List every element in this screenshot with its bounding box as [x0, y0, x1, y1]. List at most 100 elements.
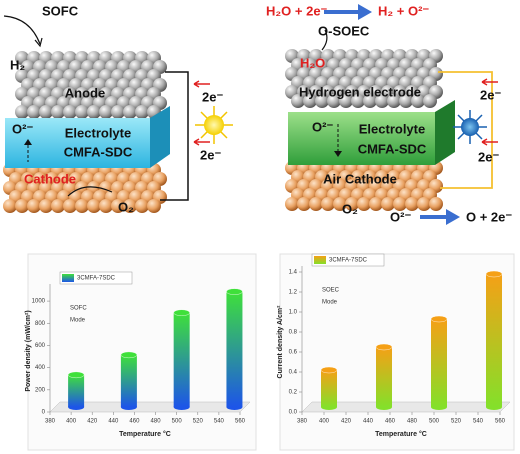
label: Electrolyte	[65, 125, 131, 140]
y-tick-label: 1.2	[289, 290, 298, 296]
x-tick-label: 540	[473, 419, 484, 425]
sphere	[75, 105, 89, 119]
annotation: Mode	[322, 300, 338, 306]
label: H₂	[10, 57, 25, 72]
x-tick-label: 500	[172, 419, 183, 425]
x-tick-label: 420	[341, 419, 352, 425]
sphere	[333, 197, 347, 211]
x-tick-label: 560	[495, 419, 506, 425]
label: CMFA-SDC	[64, 144, 133, 159]
sphere	[357, 197, 371, 211]
sphere-layers	[3, 49, 443, 213]
sphere	[321, 197, 335, 211]
sphere	[405, 197, 419, 211]
electrolyte-slab	[288, 112, 435, 165]
sphere	[39, 105, 53, 119]
label: O-SOEC	[318, 23, 370, 38]
sphere	[75, 199, 89, 213]
sphere	[381, 197, 395, 211]
label: SOFC	[42, 3, 79, 18]
x-axis-title: Temperature °C	[375, 430, 427, 438]
sphere	[291, 94, 305, 108]
label: Anode	[65, 85, 105, 100]
electron-arrow	[193, 80, 210, 88]
x-tick-label: 520	[451, 419, 462, 425]
chart: 0.0 0.2 0.4 0.6 0.8 1.0 1.2 1.4 380 400 420 440 460 4…	[277, 253, 515, 451]
x-axis-title: Temperature °C	[119, 430, 171, 438]
y-tick-label: 0.0	[289, 410, 298, 416]
sphere	[3, 199, 17, 213]
soec-diagram: H₂O + 2e⁻ H₂ + O²⁻ O-SOEC H₂O Hydrogen e…	[266, 3, 512, 225]
sphere	[363, 94, 377, 108]
sphere	[297, 197, 311, 211]
sphere	[39, 199, 53, 213]
sphere	[393, 197, 407, 211]
sun-icon	[461, 118, 479, 136]
bar	[226, 291, 243, 407]
bar-cap	[226, 288, 243, 295]
sphere	[99, 199, 113, 213]
sphere	[111, 199, 125, 213]
bar-cap	[320, 366, 338, 374]
circuit-wire	[160, 71, 189, 201]
arrow	[321, 29, 328, 51]
label: H₂O + 2e⁻	[266, 3, 328, 18]
ion-arrow-head	[24, 139, 32, 145]
sphere	[99, 105, 113, 119]
bar	[431, 319, 447, 407]
label: O₂	[342, 201, 358, 216]
annotation: SOFC	[70, 306, 87, 312]
x-tick-label: 400	[319, 419, 330, 425]
y-tick-label: 0	[42, 410, 46, 416]
bar	[376, 347, 392, 407]
ion-arrow-head	[334, 151, 342, 157]
bar-cap	[173, 309, 190, 316]
x-tick-label: 440	[363, 419, 374, 425]
electrolyte-side	[435, 100, 455, 165]
sphere	[309, 197, 323, 211]
y-tick-label: 600	[35, 343, 46, 349]
sphere	[27, 199, 41, 213]
label: O²⁻	[390, 209, 411, 224]
y-tick-label: 800	[35, 321, 46, 327]
sphere	[315, 94, 329, 108]
x-tick-label: 500	[429, 419, 440, 425]
sphere	[87, 199, 101, 213]
x-tick-label: 520	[193, 419, 204, 425]
sphere	[147, 199, 161, 213]
annotation: Mode	[70, 318, 86, 324]
sphere	[135, 105, 149, 119]
arrow	[67, 186, 113, 197]
x-tick-label: 420	[87, 419, 98, 425]
y-tick-label: 1.4	[289, 270, 298, 276]
sphere	[27, 105, 41, 119]
x-tick-label: 380	[297, 419, 308, 425]
sphere	[375, 94, 389, 108]
legend-swatch	[62, 274, 74, 282]
x-tick-label: 460	[129, 419, 140, 425]
y-tick-label: 0.4	[289, 370, 298, 376]
bar-cap	[67, 371, 85, 379]
sphere	[429, 197, 443, 211]
sphere	[417, 197, 431, 211]
bar	[120, 354, 137, 407]
sphere	[369, 197, 383, 211]
sphere	[63, 199, 77, 213]
x-tick-label: 440	[108, 419, 119, 425]
label: 2e⁻	[200, 147, 221, 162]
y-tick-label: 1000	[32, 299, 46, 305]
bar-cap	[120, 351, 138, 359]
y-tick-label: 0.2	[289, 390, 298, 396]
arrow	[324, 4, 372, 20]
arrow-head	[34, 37, 43, 48]
x-tick-label: 540	[214, 419, 225, 425]
legend-box	[59, 271, 133, 285]
legend-box	[311, 253, 385, 267]
label: 2e⁻	[480, 87, 501, 102]
legend-label: 3CMFA-7SDC	[329, 258, 368, 264]
sphere	[351, 94, 365, 108]
sphere	[51, 105, 65, 119]
circuit-wire	[438, 71, 493, 189]
chart: 0 200 400 600 800 1000 380 400 420 440 460 480 500 52…	[25, 253, 257, 451]
label: CMFA-SDC	[358, 141, 427, 156]
